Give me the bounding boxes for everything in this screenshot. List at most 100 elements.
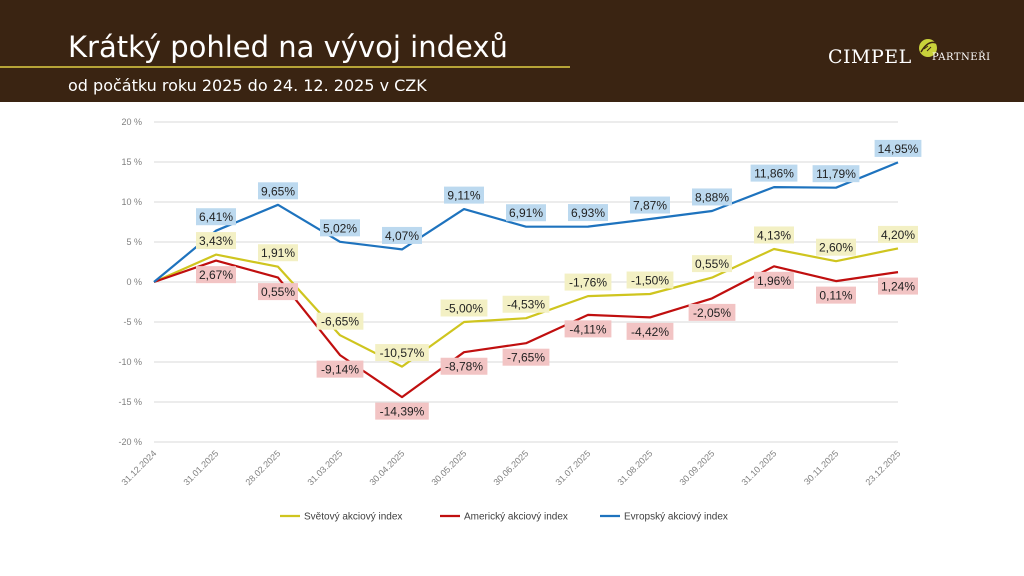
data-label-box: [375, 402, 429, 420]
data-label-box: [502, 348, 550, 366]
x-axis-ticks: 31.12.2024 31.01.2025 28.02.2025 31.03.2025…: [119, 448, 902, 487]
data-label: 2,60%: [819, 241, 853, 255]
data-label: -4,11%: [569, 322, 606, 336]
data-label-box: [626, 322, 674, 340]
data-label: 1,96%: [757, 274, 791, 288]
data-label-box: [816, 238, 856, 256]
line-chart: 20 % 15 % 10 % 5 % 0 % -5 % -10 % -15 % -20 % 31…: [118, 117, 922, 523]
x-tick-label: 30.11.2025: [802, 448, 840, 486]
data-label: -2,05%: [693, 306, 731, 320]
data-label-box: [754, 271, 794, 289]
y-tick-label: -5 %: [123, 317, 142, 327]
data-label-box: [382, 226, 422, 244]
data-label: 14,95%: [878, 142, 919, 156]
data-label: 9,11%: [447, 189, 480, 203]
data-label-box: [444, 186, 484, 204]
data-label-box: [564, 273, 612, 291]
data-label-box: [630, 196, 670, 214]
header-bar: Krátký pohled na vývoj indexů od počátku…: [0, 0, 1024, 102]
x-tick-label: 31.03.2025: [305, 448, 344, 487]
data-label-box: [440, 299, 488, 317]
series-lines: [153, 161, 899, 399]
legend-label: Americký akciový index: [464, 512, 568, 523]
data-label-box: [440, 357, 488, 375]
series-line-2: [153, 259, 899, 399]
data-label: -4,42%: [631, 325, 669, 339]
y-tick-label: 20 %: [121, 117, 142, 127]
data-label: -4,53%: [507, 298, 545, 312]
data-label: 3,43%: [199, 234, 233, 248]
x-tick-label: 30.05.2025: [429, 448, 468, 487]
data-label-box: [626, 271, 674, 289]
series-line-3: [153, 161, 899, 283]
y-tick-label: 10 %: [121, 197, 142, 207]
data-label: -1,76%: [569, 276, 607, 290]
data-label: 4,20%: [881, 228, 915, 242]
data-label-box: [564, 320, 612, 338]
x-tick-label: 30.04.2025: [367, 448, 406, 487]
data-label-box: [196, 208, 236, 226]
data-label-box: [754, 226, 794, 244]
data-labels: 3,43% 1,91% -6,65% -10,57% -5,00% -4,53% -1,76…: [196, 139, 922, 420]
x-tick-label: 31.10.2025: [739, 448, 778, 487]
title-underline: [0, 66, 570, 68]
data-label-box: [688, 303, 736, 321]
data-label-box: [750, 164, 798, 182]
data-label-box: [502, 295, 550, 313]
data-label-box: [258, 244, 298, 262]
data-label: -7,65%: [507, 351, 545, 365]
data-label-box: [692, 188, 732, 206]
data-label-box: [506, 204, 546, 222]
data-label: -5,00%: [445, 302, 483, 316]
data-label: 7,87%: [633, 199, 667, 213]
series-line-1: [153, 247, 899, 368]
data-label-box: [196, 232, 236, 250]
data-label: 11,86%: [754, 167, 794, 181]
data-label: 6,93%: [571, 206, 605, 220]
data-label: 9,65%: [261, 184, 295, 198]
data-label: 0,11%: [819, 289, 852, 303]
page-title: Krátký pohled na vývoj indexů: [68, 30, 508, 64]
legend: Světový akciový index Americký akciový in…: [280, 512, 728, 523]
data-label: -8,78%: [445, 360, 483, 374]
data-label: 1,91%: [261, 246, 295, 260]
y-tick-label: -10 %: [118, 357, 142, 367]
x-tick-label: 23.12.2025: [863, 448, 902, 487]
x-tick-label: 30.06.2025: [491, 448, 530, 487]
data-label-box: [878, 277, 918, 295]
data-label-box: [316, 360, 364, 378]
x-tick-label: 31.08.2025: [615, 448, 654, 487]
data-label: 2,67%: [199, 268, 233, 282]
data-label: 6,41%: [199, 210, 233, 224]
data-label: -14,39%: [380, 405, 425, 419]
data-label-box: [812, 165, 860, 183]
data-label-box: [874, 139, 922, 157]
data-label: -9,14%: [321, 363, 359, 377]
y-tick-label: -20 %: [118, 437, 142, 447]
leaf-icon: [919, 39, 937, 57]
y-tick-label: 5 %: [126, 237, 142, 247]
data-label-box: [258, 283, 298, 301]
data-label-box: [196, 266, 236, 284]
data-label-box: [878, 225, 918, 243]
data-label: -1,50%: [631, 274, 669, 288]
data-label-box: [375, 344, 429, 362]
data-label: -6,65%: [321, 315, 359, 329]
logo-sub-text: PARTNEŘI: [932, 52, 991, 63]
y-tick-label: 15 %: [121, 157, 142, 167]
data-label: 11,79%: [816, 167, 856, 181]
data-label: 8,88%: [695, 190, 729, 204]
page-subtitle: od počátku roku 2025 do 24. 12. 2025 v C…: [68, 76, 427, 95]
logo-main-text: CIMPEL: [828, 46, 912, 68]
data-label-box: [568, 204, 608, 222]
data-label: 0,55%: [695, 257, 729, 271]
legend-label: Světový akciový index: [304, 512, 402, 523]
y-axis-ticks: 20 % 15 % 10 % 5 % 0 % -5 % -10 % -15 % -20 %: [118, 117, 142, 447]
x-tick-label: 31.12.2024: [119, 448, 158, 487]
data-label: -10,57%: [380, 346, 425, 360]
x-tick-label: 30.09.2025: [677, 448, 716, 487]
y-tick-label: 0 %: [126, 277, 142, 287]
company-logo: CIMPEL PARTNEŘI: [828, 38, 998, 74]
x-tick-label: 28.02.2025: [243, 448, 282, 487]
data-label: 4,13%: [757, 228, 791, 242]
